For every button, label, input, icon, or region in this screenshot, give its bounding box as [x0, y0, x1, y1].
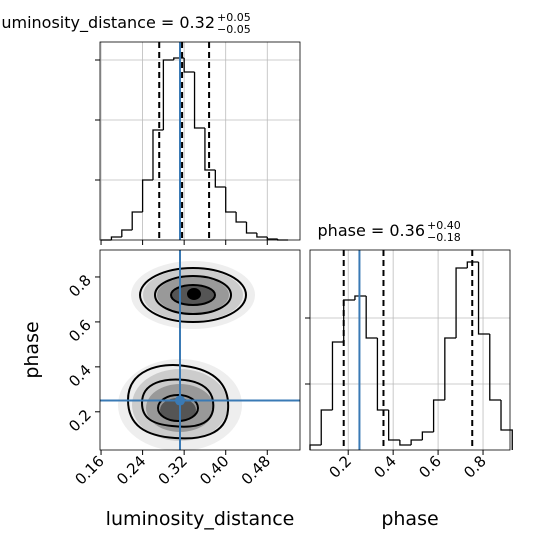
histogram-step: [162, 59, 174, 130]
histogram-step: [331, 341, 344, 410]
x-tick-label: 0.32: [155, 452, 191, 488]
x-tick-label: 0.4: [370, 452, 400, 482]
truth-point: [175, 395, 185, 406]
x-axis-label: phase: [381, 508, 438, 530]
title-main: phase = 0.36: [318, 221, 425, 240]
panel-title: phase = 0.36: [318, 221, 425, 240]
histogram-step: [477, 262, 490, 335]
y-tick-label: 0.6: [65, 316, 95, 346]
contours: [126, 267, 247, 440]
panel-title: luminosity_distance = 0.32: [0, 13, 215, 33]
histogram-step: [444, 337, 457, 400]
histogram-step: [365, 296, 378, 339]
title-sup: +0.05: [217, 11, 251, 24]
histogram-step: [320, 409, 333, 445]
y-tick-label: 0.4: [65, 361, 95, 391]
histogram-step: [141, 179, 153, 212]
histogram-step: [152, 129, 164, 180]
x-tick-label: 0.2: [325, 452, 355, 482]
panel-frame: [99, 41, 301, 241]
histogram-step: [121, 229, 133, 237]
histogram-step: [489, 334, 502, 401]
histogram-step: [235, 212, 247, 223]
x-axis-label: luminosity_distance: [106, 508, 295, 530]
histogram-step: [432, 399, 445, 432]
title-sub: −0.18: [427, 231, 461, 244]
title-main: luminosity_distance = 0.32: [0, 13, 215, 33]
density-blobs: [118, 261, 255, 451]
histogram-step: [193, 72, 205, 129]
histogram-step: [388, 410, 400, 441]
histogram-step: [421, 431, 434, 440]
histogram-step: [214, 170, 226, 188]
x-tick-label: 0.8: [460, 452, 490, 482]
y-tick-label: 0.8: [65, 271, 95, 301]
x-tick-label: 0.48: [238, 452, 274, 488]
histogram-step: [245, 222, 257, 234]
histogram-step: [204, 128, 216, 171]
histogram-step: [256, 233, 268, 238]
title-sup: +0.40: [427, 219, 461, 232]
histogram-step: [376, 338, 389, 411]
x-tick-label: 0.40: [196, 452, 232, 488]
histogram-step: [131, 211, 143, 230]
histogram-step: [455, 267, 468, 338]
x-tick-label: 0.6: [415, 452, 445, 482]
histogram-step: [466, 261, 479, 268]
panel-frame: [309, 249, 511, 451]
x-tick-label: 0.16: [72, 452, 108, 488]
histogram-step: [399, 440, 412, 446]
histogram-step: [110, 236, 122, 240]
histogram-step: [410, 439, 423, 445]
histogram-step: [500, 400, 513, 450]
histogram-step: [183, 58, 195, 73]
histogram-step: [343, 299, 355, 342]
y-tick-label: 0.2: [65, 406, 95, 436]
histogram-step: [266, 237, 278, 240]
title-sub: −0.05: [217, 23, 251, 36]
histogram-step: [354, 295, 367, 300]
x-tick-label: 0.24: [113, 452, 149, 488]
histogram-step: [309, 444, 322, 450]
histogram-step: [225, 187, 237, 213]
panel-frame: [99, 249, 301, 451]
y-axis-label: phase: [21, 321, 43, 378]
